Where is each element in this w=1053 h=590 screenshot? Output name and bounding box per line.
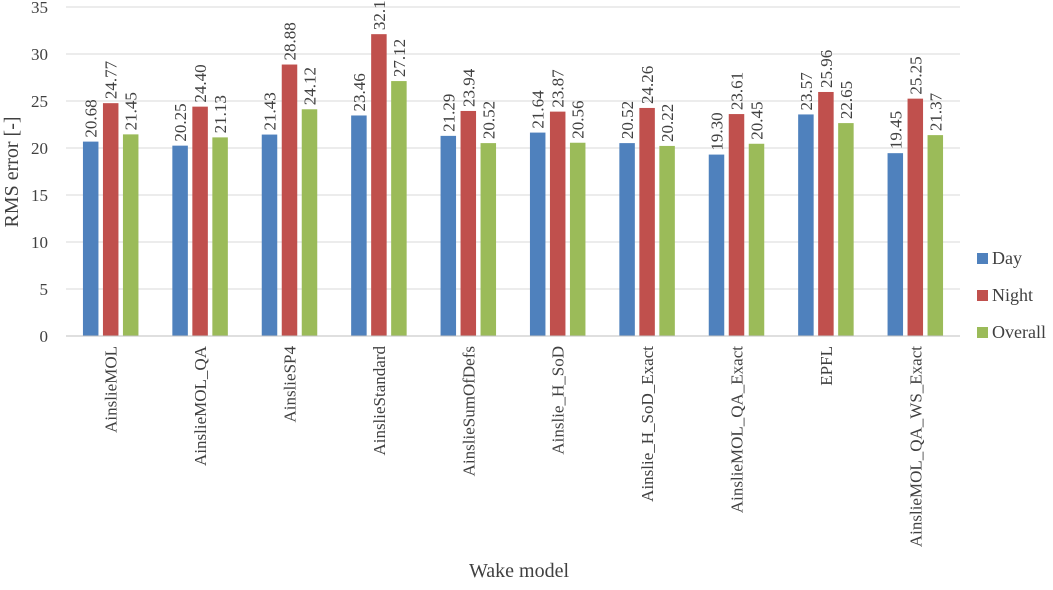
bar-day [261,134,278,336]
data-label: 20.68 [82,99,101,137]
bar-day [708,154,725,336]
x-tick-label: AinslieSumOfDefs [459,346,478,476]
bar-overall [748,143,765,336]
bar-night [460,110,477,337]
x-tick-label: AinslieMOL_QA_Exact [728,346,747,513]
x-tick-label: AinslieMOL_QA_WS_Exact [906,346,925,547]
x-tick-label: EPFL [817,346,836,386]
data-label: 20.22 [658,104,677,142]
legend-label-overall: Overall [992,322,1046,342]
data-label: 20.25 [171,103,190,141]
data-label: 24.40 [191,64,210,102]
x-axis-ticks: AinslieMOL AinslieMOL_QA AinslieSP4 Ainslie… [102,345,926,547]
legend-swatch-day [977,253,988,264]
y-tick-label: 20 [31,139,48,158]
data-label: 20.52 [618,101,637,139]
data-label: 24.12 [301,67,320,105]
data-label: 32.11 [370,0,389,30]
x-tick-label: Ainslie_H_SoD [549,346,568,455]
y-tick-label: 35 [31,0,48,17]
bar-night [549,111,566,336]
data-label: 24.77 [102,60,121,99]
data-label: 23.61 [728,72,747,110]
bar-day [529,132,546,336]
legend: Day Night Overall [977,248,1046,342]
bar-night [639,107,655,337]
y-tick-label: 10 [31,233,48,252]
data-label: 25.96 [817,50,836,88]
bar-overall [659,145,675,336]
bar-day [440,135,457,336]
bar-overall [927,135,944,336]
bar-night [728,114,745,336]
bar-day [798,114,814,336]
data-label: 28.88 [281,22,300,60]
data-label: 22.65 [837,81,856,119]
data-label: 23.94 [459,68,478,107]
legend-swatch-night [977,290,988,301]
y-tick-label: 5 [40,280,49,299]
data-label: 24.26 [638,66,657,104]
data-label: 23.46 [350,73,369,111]
bar-night [907,98,924,337]
legend-label-night: Night [992,285,1033,305]
x-tick-label: AinslieMOL_QA [191,345,210,466]
x-tick-label: AinslieMOL [102,346,121,433]
y-tick-label: 15 [31,186,48,205]
bar-night [192,106,208,336]
data-label: 20.45 [748,102,767,140]
data-label: 27.12 [390,39,409,77]
data-label: 21.43 [261,92,280,130]
bar-night [281,64,298,336]
data-label: 21.64 [529,90,548,129]
bar-day [82,141,99,336]
legend-label-day: Day [992,248,1022,268]
x-tick-label: AinslieSP4 [281,346,300,423]
bar-overall [122,134,139,336]
data-label: 21.37 [926,92,945,131]
data-label: 21.29 [439,94,458,132]
bar-overall [212,137,228,336]
bar-day [619,143,635,336]
bar-night [371,34,387,336]
x-tick-label: Ainslie_H_SoD_Exact [638,346,657,502]
y-tick-label: 30 [31,45,48,64]
bars [82,34,944,337]
y-axis-title: RMS error [-] [1,116,23,227]
data-label: 21.13 [211,95,230,133]
data-label: 20.56 [569,100,588,138]
legend-swatch-overall [977,327,988,338]
bar-night [818,91,834,336]
data-label: 19.45 [886,111,905,149]
y-axis-ticks: 0 5 10 15 20 25 30 35 [31,0,48,346]
bar-night [102,103,119,336]
x-tick-label: AinslieStandard [370,346,389,456]
data-label: 25.25 [906,56,925,94]
x-axis-title: Wake model [469,560,569,582]
y-tick-label: 0 [40,327,49,346]
bar-overall [480,143,497,336]
data-label: 21.45 [122,92,141,130]
data-label: 20.52 [479,101,498,139]
data-label: 19.30 [708,112,727,150]
bar-day [351,115,367,336]
y-tick-label: 25 [31,92,48,111]
data-label: 23.87 [549,69,568,108]
bar-overall [838,123,854,336]
bar-day [172,145,188,336]
bar-overall [391,81,407,337]
bar-day [887,153,904,336]
bar-overall [569,142,586,336]
data-label: 23.57 [797,72,816,111]
bar-overall [301,109,318,336]
